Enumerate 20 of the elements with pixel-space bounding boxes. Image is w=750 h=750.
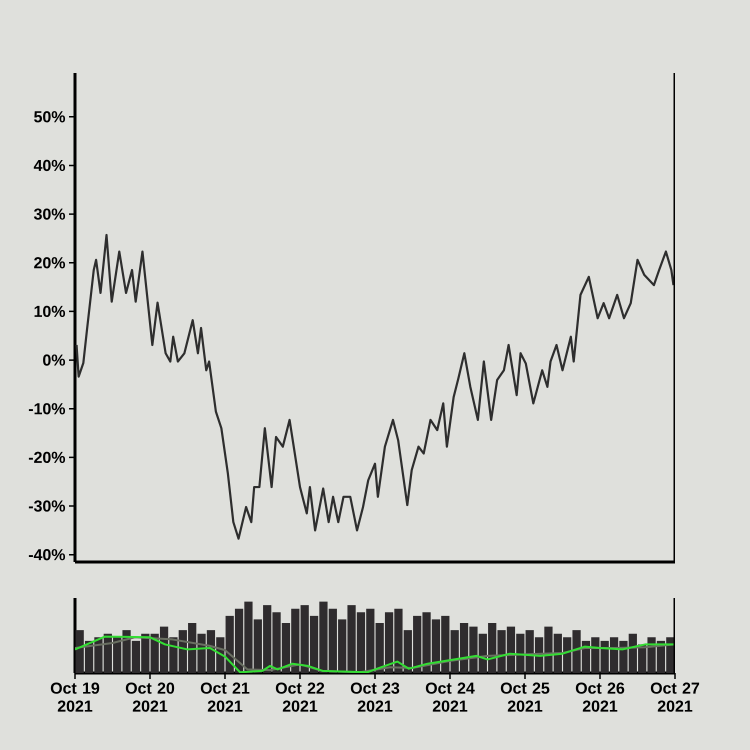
y-tick-label: 0% (43, 354, 66, 366)
y-tick-label: -20% (28, 452, 66, 464)
x-tick-label: Oct 24 2021 (426, 682, 475, 712)
y-tick-label: 20% (34, 257, 66, 268)
y-tick-label: -10% (28, 403, 66, 414)
y-tick-label: -40% (28, 549, 66, 560)
y-tick-label: 50% (34, 111, 66, 122)
y-tick-label: -30% (28, 500, 66, 512)
x-tick-label: Oct 25 2021 (500, 682, 550, 712)
y-tick-label: 10% (34, 306, 66, 318)
x-tick-label: Oct 21 2021 (200, 682, 250, 712)
x-tick-label: Oct 20 2021 (126, 682, 174, 712)
x-tick-label: Oct 19 2021 (50, 682, 100, 712)
y-tick-label: 30% (34, 208, 66, 220)
x-tick-label: Oct 22 2021 (276, 682, 324, 712)
x-tick-label: Oct 27 2021 (650, 682, 700, 712)
x-tick-label: Oct 23 2021 (350, 682, 400, 712)
x-tick-label: Oct 26 2021 (576, 682, 624, 712)
line-series (75, 234, 675, 540)
y-tick-label: 40% (34, 160, 66, 172)
